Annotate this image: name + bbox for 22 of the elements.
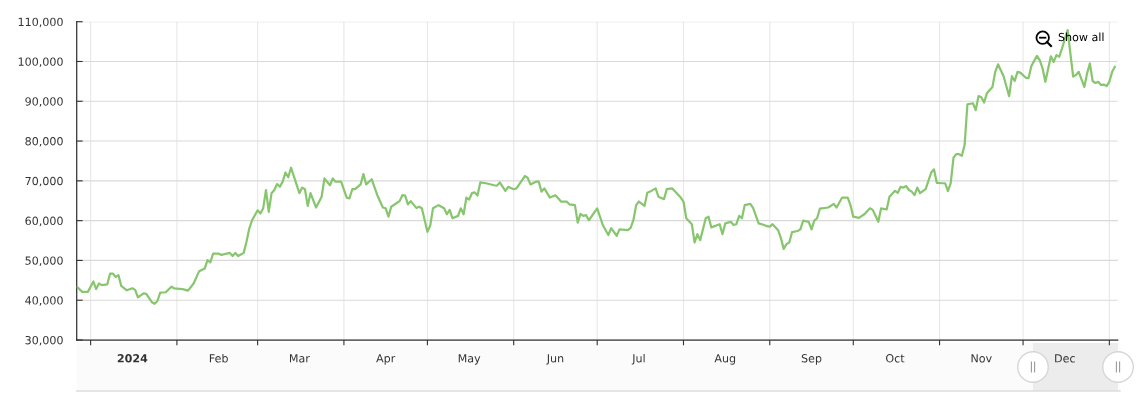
x-tick-label: Sep: [801, 354, 822, 365]
y-tick-label: 90,000: [25, 97, 63, 107]
x-tick-label: Feb: [209, 353, 228, 363]
x-tick-label: Apr: [376, 354, 396, 365]
x-tick-label: 2024: [117, 354, 148, 363]
y-tick-label: 30,000: [25, 335, 63, 346]
line-series: [76, 28, 1117, 305]
x-tick-label: Oct: [886, 354, 905, 363]
x-tick-label: Jul: [631, 353, 645, 365]
x-tick-label: Jun: [546, 354, 564, 365]
x-tick-label: May: [458, 354, 481, 365]
x-tick-label: Nov: [971, 354, 992, 363]
y-tick-label: 100,000: [18, 57, 63, 67]
x-tick-label: Mar: [289, 354, 310, 363]
x-tick-label: Dec: [1055, 354, 1075, 363]
y-tick-label: 60,000: [25, 216, 63, 227]
y-tick-label: 70,000: [25, 176, 63, 187]
y-tick-label: 50,000: [25, 256, 63, 266]
x-tick-label: Aug: [714, 354, 736, 365]
y-tick-label: 110,000: [18, 17, 63, 28]
y-tick-label: 80,000: [25, 137, 63, 147]
y-tick-label: 40,000: [25, 296, 63, 306]
